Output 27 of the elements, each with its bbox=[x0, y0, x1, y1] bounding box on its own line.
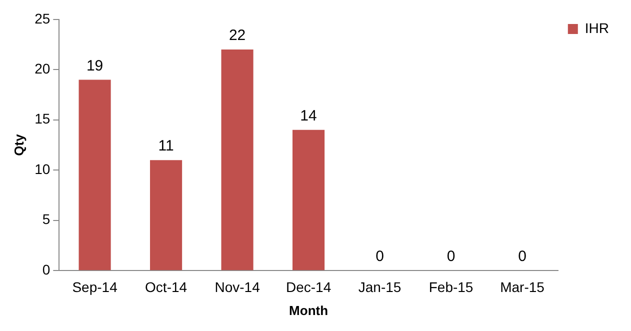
x-tick-label: Sep-14 bbox=[72, 278, 118, 295]
y-tick-label: 20 bbox=[34, 60, 50, 76]
x-tick-label: Jan-15 bbox=[358, 278, 402, 295]
x-tick-label: Nov-14 bbox=[214, 278, 260, 295]
x-tick-label: Oct-14 bbox=[145, 278, 188, 295]
data-label: 0 bbox=[446, 248, 456, 266]
y-tick-label: 10 bbox=[34, 160, 50, 177]
y-tick-label: 0 bbox=[42, 261, 50, 278]
data-label: 19 bbox=[86, 57, 104, 74]
x-tick-label: Dec-14 bbox=[286, 278, 332, 295]
y-axis-title: Qty bbox=[11, 133, 26, 156]
legend-label: IHR bbox=[584, 20, 610, 36]
bar bbox=[221, 50, 254, 270]
x-tick-label: Mar-15 bbox=[500, 278, 545, 295]
y-tick-label: 5 bbox=[42, 211, 50, 228]
bar bbox=[150, 160, 182, 270]
bar bbox=[292, 130, 325, 270]
y-tick-label: 25 bbox=[34, 10, 50, 26]
x-axis-title: Month bbox=[289, 302, 328, 318]
y-tick-label: 15 bbox=[34, 110, 50, 127]
data-label: 14 bbox=[300, 108, 317, 125]
data-label: 22 bbox=[228, 27, 246, 44]
data-label: 0 bbox=[376, 248, 384, 266]
data-label: 11 bbox=[158, 138, 174, 155]
bar bbox=[78, 80, 111, 270]
x-tick-label: Feb-15 bbox=[428, 278, 474, 295]
data-label: 0 bbox=[518, 248, 526, 266]
